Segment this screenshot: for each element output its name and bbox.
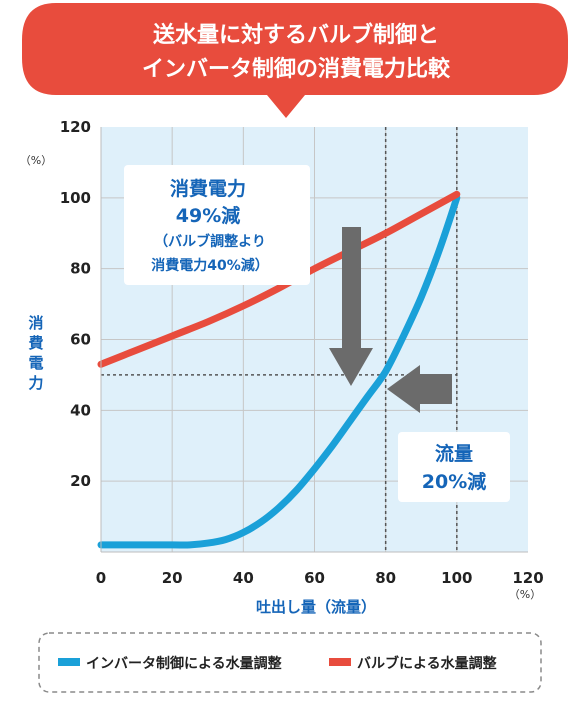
title-banner: 送水量に対するバルブ制御と インバータ制御の消費電力比較	[22, 3, 568, 118]
x-tick-label: 20	[162, 569, 183, 587]
y-axis-label-char: 力	[28, 374, 43, 392]
legend-label-inverter: インバータ制御による水量調整	[86, 655, 283, 672]
power-annotation-box	[124, 165, 310, 285]
power-annotation-line2: 49%減	[176, 204, 240, 227]
x-tick-label: 80	[375, 569, 396, 587]
series-layer	[97, 190, 461, 549]
legend: インバータ制御による水量調整 バルブによる水量調整	[38, 632, 542, 693]
y-tick-label: 40	[70, 401, 91, 419]
power-annotation: 消費電力 49%減 （バルブ調整より 消費電力40%減）	[124, 165, 310, 285]
legend-swatch-valve	[329, 658, 351, 666]
flow-annotation-line1: 流量	[435, 442, 473, 465]
down-arrow-icon	[329, 227, 373, 386]
axis-layer: 0 20 40 60 80 100 120 20 40 60 80 100 120	[60, 118, 544, 587]
banner-title-line2: インバータ制御の消費電力比較	[142, 56, 451, 82]
y-tick-label: 60	[70, 331, 91, 349]
banner-shape	[22, 3, 568, 118]
power-annotation-line1: 消費電力	[170, 177, 246, 200]
x-tick-label: 0	[96, 569, 106, 587]
y-tick-label: 80	[70, 260, 91, 278]
banner-title-line1: 送水量に対するバルブ制御と	[153, 22, 439, 48]
legend-label-valve: バルブによる水量調整	[357, 655, 498, 672]
x-axis-label: 吐出し量（流量）	[256, 598, 376, 616]
series-line-valve	[97, 190, 461, 368]
legend-box	[38, 632, 542, 693]
x-tick-label: 40	[233, 569, 254, 587]
flow-annotation: 流量 20%減	[398, 432, 510, 502]
x-tick-label: 60	[304, 569, 325, 587]
y-tick-label: 120	[60, 118, 91, 136]
legend-swatch-inverter	[58, 658, 80, 666]
x-unit-label: （%）	[509, 588, 541, 601]
y-tick-label: 20	[70, 472, 91, 490]
x-tick-label: 120	[512, 569, 543, 587]
series-line-inverter	[97, 194, 461, 549]
flow-annotation-line2: 20%減	[422, 470, 486, 493]
left-arrow-icon	[387, 365, 452, 413]
flow-annotation-box	[398, 432, 510, 502]
y-axis-label-char: 電	[28, 354, 43, 372]
power-annotation-line3: （バルブ調整より	[154, 233, 266, 250]
y-axis-label-char: 費	[28, 334, 43, 352]
y-axis-label-char: 消	[28, 314, 43, 332]
y-unit-label: （%）	[20, 154, 52, 167]
y-tick-label: 100	[60, 189, 91, 207]
power-annotation-line4: 消費電力40%減）	[151, 257, 269, 274]
y-axis-label: 消 費 電 力	[28, 314, 43, 392]
x-tick-label: 100	[441, 569, 472, 587]
